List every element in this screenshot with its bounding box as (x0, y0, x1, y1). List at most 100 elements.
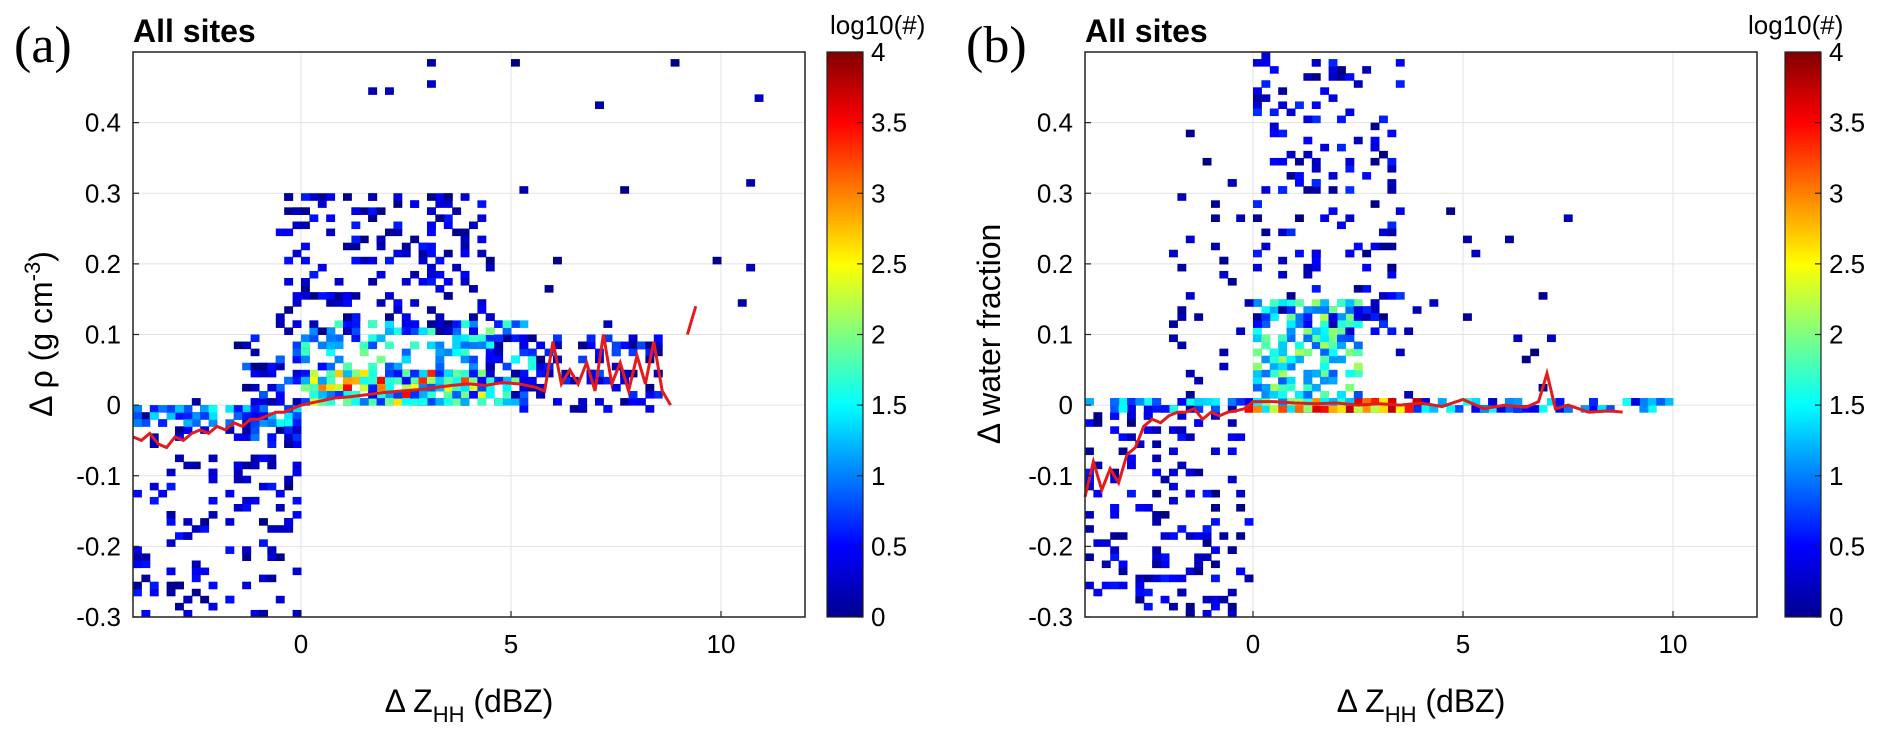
density-cell (1311, 165, 1321, 173)
density-cell (1085, 482, 1094, 491)
density-cell (1169, 447, 1178, 456)
density-cell (1253, 299, 1262, 307)
density-cell (1379, 228, 1388, 237)
density-cell (368, 383, 378, 392)
density-cell (1345, 348, 1355, 357)
density-cell (284, 412, 294, 420)
density-cell (208, 511, 218, 519)
density-cell (443, 383, 453, 392)
density-cell (410, 270, 420, 279)
density-cell (1353, 398, 1363, 406)
density-cell (1219, 348, 1229, 357)
density-cell (1152, 546, 1162, 554)
density-cell (1269, 108, 1279, 117)
colorbar-tick-label: 4 (1829, 37, 1843, 67)
density-cell (1328, 66, 1338, 74)
density-cell (368, 320, 378, 328)
density-cell (292, 299, 302, 307)
density-cell (225, 489, 235, 498)
y-tick-label: 0.2 (1037, 249, 1073, 279)
colorbar-tick-label: 1.5 (1829, 390, 1865, 420)
density-cell (1211, 200, 1220, 208)
density-cell (469, 221, 478, 230)
density-cell (511, 320, 520, 328)
density-cell (1412, 306, 1422, 314)
density-cell (1362, 172, 1372, 180)
density-cell (401, 320, 411, 328)
density-cell (141, 419, 151, 427)
density-cell (1261, 228, 1271, 237)
density-cell (1194, 468, 1204, 477)
density-cell (1370, 200, 1380, 208)
density-cell (1194, 419, 1204, 427)
density-cell (1261, 383, 1271, 392)
density-cell (250, 383, 260, 392)
density-cell (1295, 172, 1304, 180)
density-cell (1110, 581, 1120, 590)
density-cell (1244, 574, 1254, 583)
density-cell (435, 355, 445, 364)
density-cell (233, 405, 243, 413)
density-cell (427, 228, 436, 237)
x-axis-label: Δ ZHH (dBZ) (1337, 683, 1506, 727)
density-cell (292, 419, 302, 427)
density-cell (1337, 334, 1346, 343)
density-cell (309, 383, 319, 392)
density-cell (1286, 334, 1296, 343)
density-cell (1286, 306, 1296, 314)
density-cell (1118, 405, 1128, 413)
density-cell (1185, 391, 1195, 399)
density-cell (1345, 334, 1355, 343)
density-cell (1278, 270, 1288, 279)
density-cell (1278, 157, 1288, 166)
density-cell (485, 391, 495, 399)
density-cell (1311, 73, 1321, 81)
density-cell (1211, 546, 1220, 554)
density-cell (1093, 412, 1103, 420)
density-cell (569, 376, 579, 385)
density-cell (485, 383, 495, 392)
density-cell (435, 341, 445, 350)
density-cell (343, 320, 352, 328)
density-cell (376, 355, 386, 364)
density-cell (158, 489, 168, 498)
density-cell (351, 320, 361, 328)
density-cell (250, 334, 260, 343)
density-cell (746, 263, 756, 272)
density-cell (1328, 172, 1338, 180)
colorbar-tick-label: 3.5 (1829, 108, 1865, 138)
density-cell (175, 581, 184, 590)
density-cell (1118, 560, 1128, 569)
density-cell (1177, 412, 1187, 420)
density-cell (1093, 419, 1103, 427)
density-cell (1429, 405, 1439, 413)
y-tick-label: -0.2 (1028, 531, 1073, 561)
density-cell (275, 553, 285, 561)
density-cell (519, 405, 529, 413)
chart-title: All sites (133, 13, 256, 49)
density-cell (1093, 461, 1103, 470)
density-cell (200, 567, 210, 576)
density-cell (259, 369, 268, 378)
density-cell (511, 369, 520, 378)
density-cell (586, 334, 596, 343)
density-cell (317, 383, 327, 392)
y-ticks: -0.3 -0.2 -0.1 0 0.1 0.2 0.3 0.4 (1028, 108, 1091, 632)
density-cell (1320, 327, 1330, 335)
density-cell (275, 419, 285, 427)
density-cell (485, 355, 495, 364)
density-cell (259, 574, 268, 583)
density-cell (1295, 341, 1304, 350)
density-cell (1177, 313, 1187, 321)
density-cell (645, 391, 655, 399)
density-cell (385, 341, 394, 350)
density-cell (1127, 433, 1136, 441)
density-cell (1219, 595, 1229, 604)
density-cell (460, 348, 470, 357)
density-cell (443, 200, 453, 208)
density-cell (1387, 405, 1397, 413)
density-cell (334, 320, 344, 328)
density-cell (309, 376, 319, 385)
density-cell (225, 518, 235, 526)
density-cell (1253, 405, 1262, 413)
